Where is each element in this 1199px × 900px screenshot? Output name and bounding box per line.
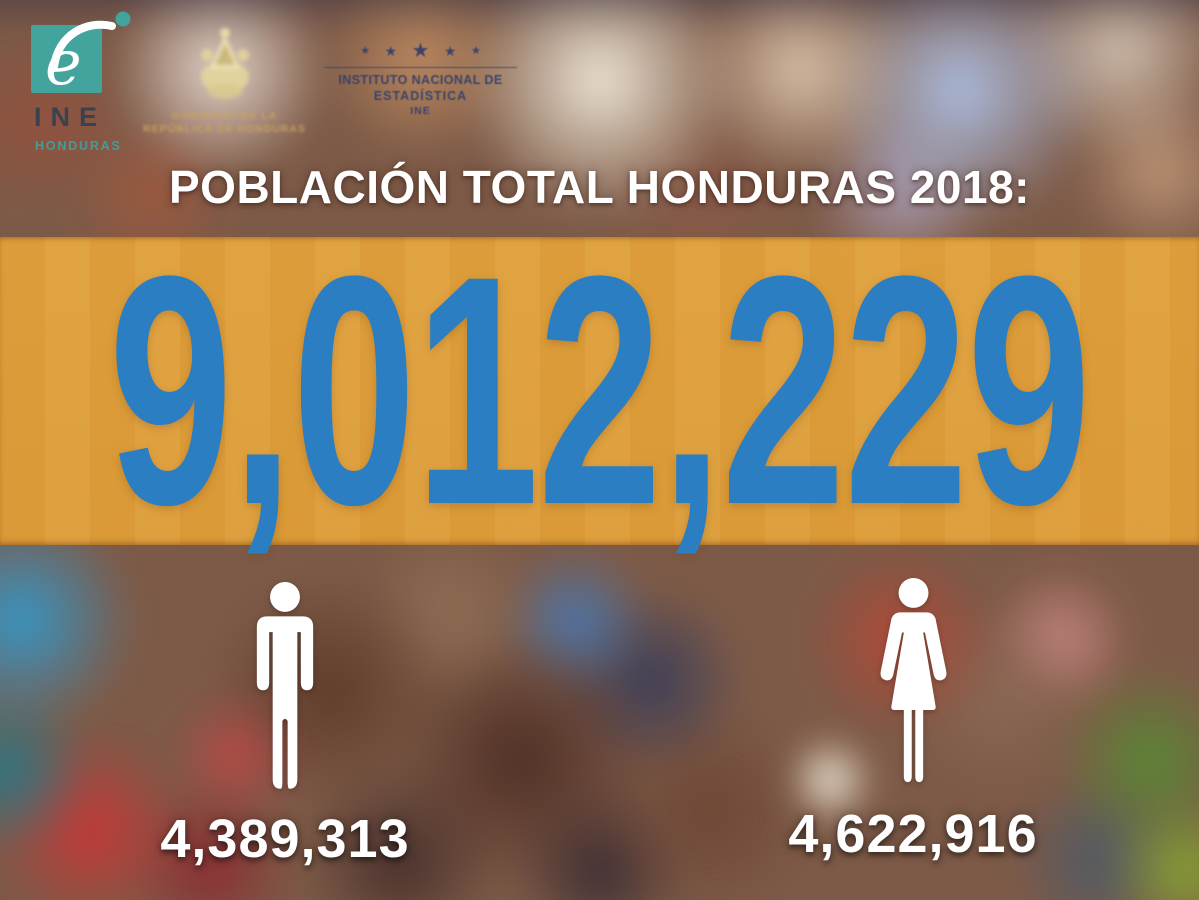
- female-population-group: 4,622,916: [768, 578, 1058, 865]
- gobierno-logo: GOBIERNO DE LA REPÚBLICA DE HONDURAS: [142, 25, 307, 136]
- star-icon: ★: [470, 45, 481, 57]
- male-population-value: 4,389,313: [160, 809, 410, 869]
- wordmark-divider: [324, 67, 517, 68]
- stars-row-icon: ★ ★ ★ ★ ★: [318, 40, 523, 64]
- instituto-line1: INSTITUTO NACIONAL DE: [338, 73, 503, 87]
- star-icon: ★: [411, 40, 430, 62]
- gobierno-caption-line2: REPÚBLICA DE HONDURAS: [143, 123, 306, 136]
- ine-country-label: HONDURAS: [35, 139, 122, 153]
- gobierno-caption-line1: GOBIERNO DE LA: [171, 110, 278, 122]
- instituto-wordmark: ★ ★ ★ ★ ★ INSTITUTO NACIONAL DE ESTADÍST…: [318, 40, 523, 117]
- star-icon: ★: [360, 45, 371, 57]
- ine-honduras-logo: e INE HONDURAS: [28, 5, 178, 153]
- total-population-band: 9,012,229: [0, 228, 1199, 554]
- honduras-coat-of-arms-icon: [200, 28, 249, 99]
- female-icon: [880, 578, 946, 783]
- star-icon: ★: [384, 43, 398, 59]
- male-icon: [256, 582, 314, 789]
- page-title: POBLACIÓN TOTAL HONDURAS 2018:: [169, 161, 1030, 213]
- instituto-line3: INE: [410, 105, 431, 117]
- instituto-line2: ESTADÍSTICA: [373, 89, 468, 103]
- female-population-value: 4,622,916: [788, 804, 1038, 864]
- ine-abbr-label: INE: [34, 102, 107, 132]
- star-icon: ★: [443, 43, 457, 59]
- male-population-group: 4,389,313: [145, 581, 425, 870]
- total-population-value: 9,012,229: [108, 209, 1091, 573]
- ine-e-icon: e: [31, 11, 131, 99]
